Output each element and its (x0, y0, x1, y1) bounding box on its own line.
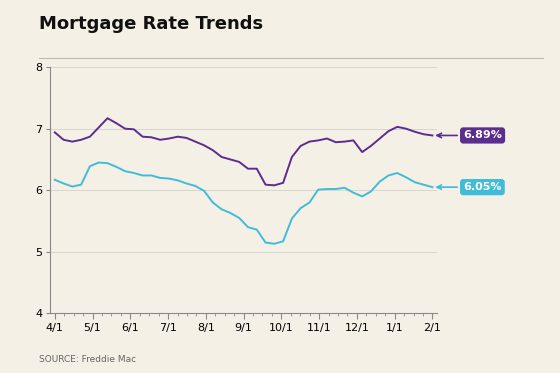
Text: 6.89%: 6.89% (437, 131, 502, 141)
Text: SOURCE: Freddie Mac: SOURCE: Freddie Mac (39, 355, 136, 364)
Text: Mortgage Rate Trends: Mortgage Rate Trends (39, 15, 263, 33)
Text: 6.05%: 6.05% (437, 182, 502, 192)
